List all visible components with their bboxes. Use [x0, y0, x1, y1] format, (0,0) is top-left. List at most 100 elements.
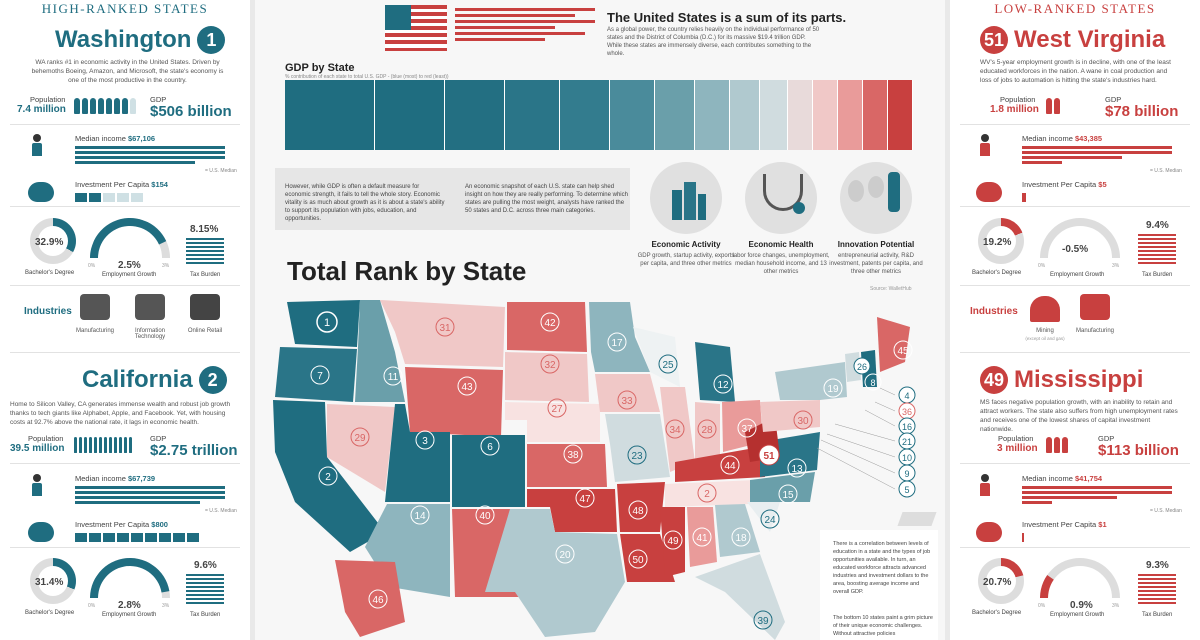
svg-text:49: 49 — [667, 536, 679, 547]
west-virginia-investment-label: Investment Per Capita $5 — [1022, 180, 1107, 189]
svg-text:33: 33 — [621, 396, 633, 407]
state-ar[interactable] — [617, 482, 665, 532]
state-mi[interactable] — [695, 342, 735, 402]
rank-badge-sc: 24 — [760, 509, 780, 529]
treemap-cell — [375, 80, 445, 150]
state-ks[interactable] — [527, 444, 607, 487]
california-income-label: Median income $67,739 — [75, 474, 155, 483]
category-desc-health: labor force changes, unemployment, media… — [732, 253, 830, 275]
state-tx[interactable] — [485, 509, 625, 637]
west-virginia-title: 51 West Virginia — [980, 26, 1165, 54]
california-population: 39.5 million — [10, 443, 65, 454]
state-nv[interactable] — [327, 404, 395, 492]
state-wa[interactable] — [287, 300, 360, 347]
west-virginia-rank: 51 — [980, 26, 1008, 54]
state-ga[interactable] — [715, 504, 760, 557]
person-icon — [114, 437, 117, 453]
state-sd[interactable] — [505, 352, 589, 402]
state-ny[interactable] — [775, 362, 847, 400]
svg-text:20: 20 — [559, 550, 571, 561]
state-id[interactable] — [355, 300, 405, 402]
svg-text:18: 18 — [735, 533, 747, 544]
state-or[interactable] — [275, 347, 357, 402]
category-desc-innovation: entrepreneurial activity, R&D investment… — [829, 253, 923, 275]
person-icon — [94, 437, 97, 453]
state-mn[interactable] — [589, 302, 650, 372]
rank-badge-tx: 20 — [555, 544, 575, 564]
state-mt[interactable] — [380, 300, 505, 367]
state-la[interactable] — [620, 534, 675, 582]
state-mo[interactable] — [605, 414, 670, 482]
mississippi-population: 3 million — [997, 443, 1038, 454]
state-wi[interactable] — [633, 327, 680, 387]
california-population-label: Population — [28, 434, 64, 443]
rank-badge-az: 14 — [410, 505, 430, 525]
divider — [960, 124, 1190, 125]
rank-badge-fl: 39 — [753, 610, 773, 630]
state-ca[interactable] — [273, 400, 385, 552]
state-wy[interactable] — [405, 367, 503, 437]
state-co[interactable] — [452, 435, 525, 507]
mississippi-investment-label: Investment Per Capita $1 — [1022, 520, 1107, 529]
person-icon — [104, 437, 107, 453]
state-sc[interactable] — [747, 502, 780, 532]
washington-population: 7.4 million — [17, 104, 66, 115]
state-nd[interactable] — [507, 302, 587, 352]
rank-badge-ny: 19 — [823, 378, 843, 398]
economic-activity-icon — [650, 162, 722, 234]
state-tn[interactable] — [665, 480, 755, 507]
person-icon — [1054, 98, 1060, 114]
west-virginia-income-label: Median income $43,385 — [1022, 134, 1102, 143]
state-pa[interactable] — [760, 400, 820, 432]
svg-text:32: 32 — [544, 360, 556, 371]
state-ia[interactable] — [595, 374, 660, 412]
washington-employment-gauge — [90, 218, 170, 258]
state-ms[interactable] — [660, 507, 685, 577]
person-icon — [122, 98, 128, 114]
gauge-max: 3% — [1112, 263, 1120, 269]
state-al[interactable] — [687, 507, 717, 567]
rank-badge-vt: 26 — [853, 357, 871, 375]
washington-tax-bars — [186, 238, 224, 268]
state-il[interactable] — [660, 387, 695, 472]
rank-badge-nh: 8 — [864, 373, 882, 391]
industry-item: Manufacturing — [75, 328, 115, 334]
west-virginia-bachelors-value: 19.2% — [983, 237, 1012, 248]
washington-income-label: Median income $67,106 — [75, 134, 155, 143]
us-median-note: = U.S. Median — [1150, 168, 1182, 174]
piggy-bank-icon — [976, 522, 1002, 542]
svg-text:2: 2 — [325, 472, 331, 483]
california-name: California — [82, 366, 193, 393]
california-rank: 2 — [198, 366, 227, 394]
state-ut[interactable] — [385, 404, 450, 502]
state-ky[interactable] — [675, 447, 765, 482]
state-in[interactable] — [695, 402, 720, 460]
rank-badge-sd: 32 — [540, 354, 560, 374]
state-fl[interactable] — [695, 554, 785, 640]
treemap-cell — [695, 80, 730, 150]
treemap-cell — [813, 80, 838, 150]
west-virginia-bachelors-pie — [978, 218, 1024, 264]
manufacturing-icon — [1080, 294, 1110, 320]
rank-badge-or: 7 — [310, 365, 330, 385]
washington-gdp: $506 billion — [150, 103, 232, 120]
washington-employment-value: 2.5% — [118, 260, 141, 271]
svg-text:39: 39 — [757, 616, 769, 627]
svg-text:27: 27 — [551, 404, 563, 415]
california-tax-value: 9.6% — [194, 560, 217, 571]
state-ne[interactable] — [505, 402, 600, 442]
state-ok[interactable] — [527, 489, 617, 532]
investment-label-text: Investment Per Capita — [75, 180, 150, 189]
mississippi-title: 49 Mississippi — [980, 366, 1143, 394]
person-icon — [119, 437, 122, 453]
state-me[interactable] — [877, 317, 910, 372]
treemap-cell — [863, 80, 888, 150]
washington-investment-bar — [75, 193, 143, 202]
industry-item: Online Retail — [187, 328, 223, 334]
state-ak[interactable] — [335, 560, 405, 637]
california-title: California 2 — [82, 366, 227, 394]
person-icon — [114, 98, 120, 114]
piggy-bank-icon — [976, 182, 1002, 202]
treemap-cell — [888, 80, 913, 150]
divider — [10, 124, 240, 125]
